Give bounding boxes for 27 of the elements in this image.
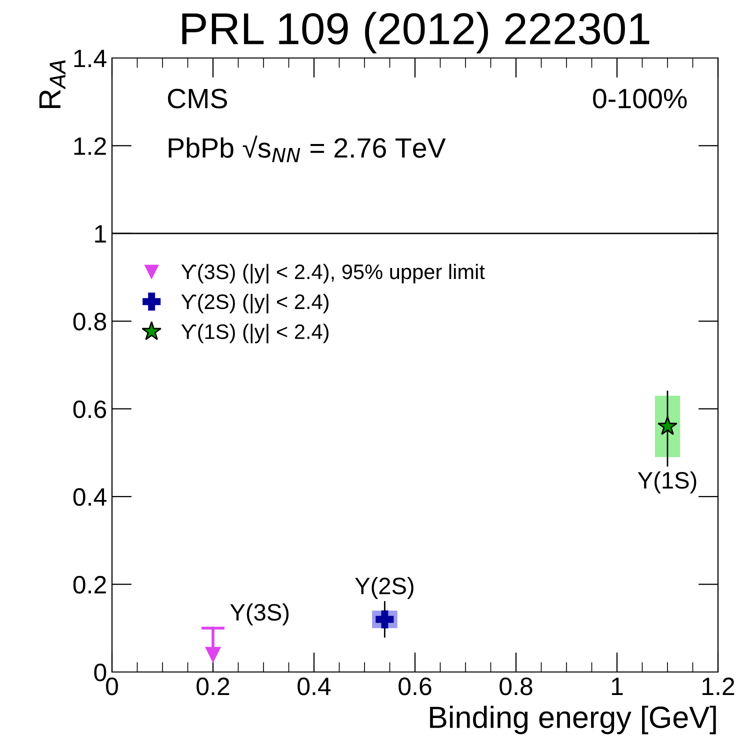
y-tick-label: 0.8 [73,312,106,330]
y-tick-label: 1.4 [74,50,106,68]
annotation: 0-100% [593,88,687,108]
x-axis-title: Binding energy [GeV] [430,706,716,734]
y-tick-label: 0 [94,664,106,682]
annotation: CMS [168,88,227,108]
annotation: Υ(1S) [638,471,696,494]
chart-title: PRL 109 (2012) 222301 [182,12,650,54]
y-axis-title: R$_{AA}$ [39,60,66,108]
x-tick-label: 0.2 [196,678,230,696]
legend-label: ϒ(2S) (|y| < 2.4) [181,294,329,314]
legend-label: ϒ(1S) (|y| < 2.4) [181,324,329,344]
x-tick-label: 0.6 [398,678,432,696]
annotation: Υ(3S) [230,603,289,626]
x-tick-label: 1.2 [702,678,734,695]
x-tick-label: 1 [612,678,623,695]
annotation: Υ(2S) [355,577,414,600]
y-tick-label: 0.6 [73,400,106,418]
x-tick-label: 0 [106,678,118,696]
y-tick-label: 0.2 [73,576,106,594]
legend-label: ϒ(3S) (|y| < 2.4), 95% upper limit [181,264,485,284]
annotation: PbPb √s$_{NN}$ = 2.76 TeV [168,136,446,162]
y-tick-label: 1.2 [74,137,106,155]
y-tick-label: 1 [95,225,106,242]
x-tick-label: 0.4 [298,678,331,696]
x-tick-label: 0.8 [500,678,532,696]
y-tick-label: 0.4 [73,488,106,506]
